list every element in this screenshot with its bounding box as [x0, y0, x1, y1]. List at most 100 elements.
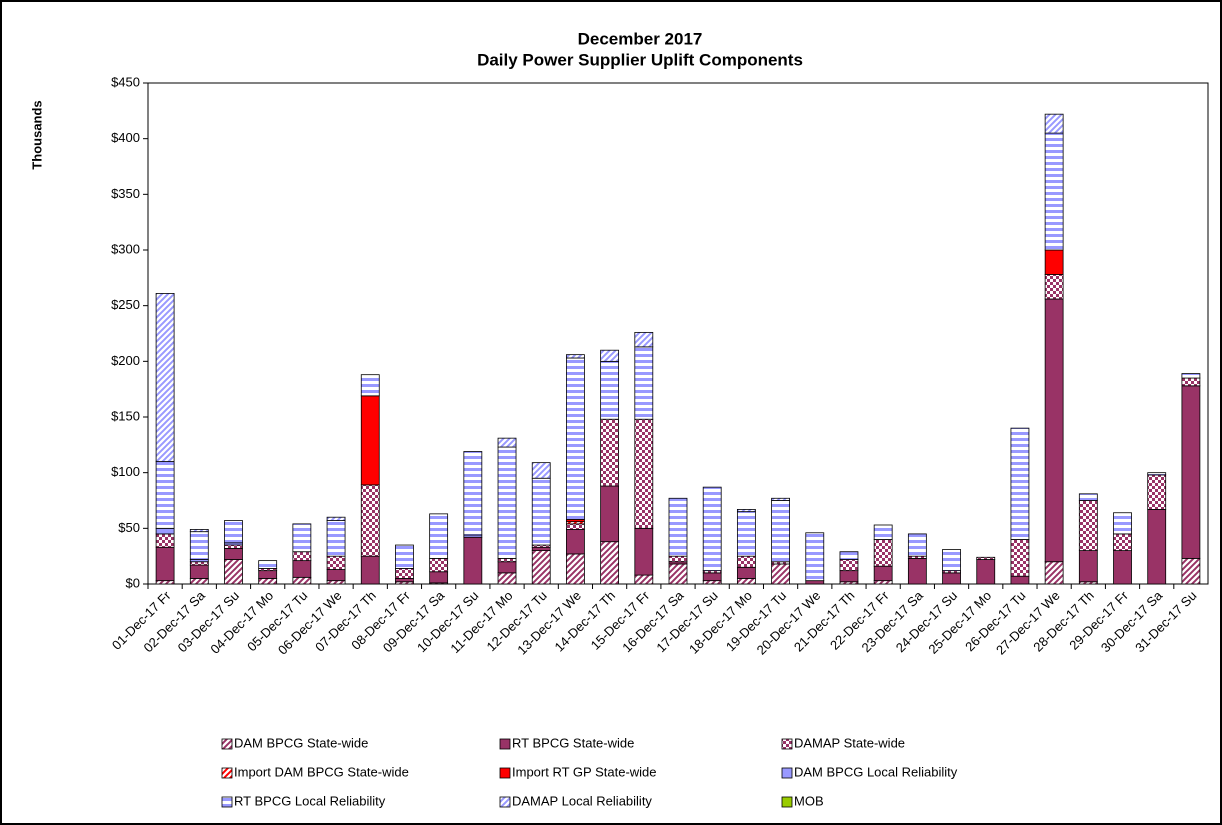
- bar-segment: [1181, 373, 1201, 379]
- bar-segment: [600, 418, 620, 487]
- bar-segment: [429, 513, 449, 559]
- bar-segment: [155, 546, 175, 582]
- bar-segment: [702, 580, 722, 585]
- bar-segment: [839, 559, 859, 572]
- legend-swatch: [499, 796, 511, 808]
- bar-segment: [1113, 550, 1132, 585]
- bar-segment: [224, 547, 243, 560]
- bar-segment: [805, 532, 825, 582]
- bar-segment: [907, 557, 927, 585]
- bar-segment: [566, 523, 585, 530]
- y-tick-label: $350: [111, 186, 140, 201]
- bar-segment: [155, 580, 175, 585]
- bar-segment: [1181, 377, 1201, 387]
- bar-segment: [668, 563, 688, 585]
- bar-segment: [873, 580, 893, 585]
- y-tick-label: $200: [111, 353, 140, 368]
- bar-segment: [600, 349, 620, 362]
- bar-segment: [258, 570, 278, 579]
- bar-segment: [1181, 385, 1201, 559]
- bar-segment: [360, 395, 380, 486]
- legend-label: Import RT GP State-wide: [512, 764, 657, 779]
- bar-segment: [429, 557, 449, 573]
- bar-segment: [736, 509, 756, 513]
- bar-segment: [1113, 512, 1132, 535]
- bar-segment: [224, 559, 243, 585]
- bar-segment: [292, 523, 312, 553]
- bar-segment: [942, 549, 961, 572]
- bar-segment: [1078, 500, 1098, 551]
- bar-segment: [155, 461, 175, 529]
- bar-segment: [600, 541, 620, 585]
- bar-segment: [976, 556, 996, 560]
- bar-segment: [907, 533, 927, 557]
- bar-segment: [258, 578, 278, 585]
- legend-label: DAMAP State-wide: [794, 735, 905, 750]
- bar-segment: [771, 563, 790, 585]
- bar-segment: [326, 580, 346, 585]
- bar-segment: [634, 527, 654, 576]
- bar-segment: [326, 520, 346, 557]
- bar-segment: [189, 529, 209, 533]
- bar-segment: [395, 568, 414, 579]
- bar-segment: [771, 500, 790, 563]
- bar-segment: [600, 360, 620, 420]
- bar-segment: [1147, 474, 1167, 510]
- legend-label: DAM BPCG Local Reliability: [794, 764, 958, 779]
- bar-segment: [497, 446, 517, 559]
- bar-segment: [566, 357, 585, 520]
- bar-segment: [566, 354, 585, 359]
- bar-segment: [839, 551, 859, 560]
- bar-segment: [1113, 533, 1132, 552]
- bar-segment: [1147, 472, 1167, 476]
- bar-segment: [395, 578, 414, 583]
- bar-segment: [360, 484, 380, 557]
- bar-segment: [497, 437, 517, 448]
- chart-title: Daily Power Supplier Uplift Components: [477, 50, 803, 69]
- bar-segment: [463, 451, 483, 536]
- bar-segment: [155, 293, 175, 462]
- bar-segment: [155, 527, 175, 535]
- legend-swatch: [781, 738, 793, 750]
- bar-segment: [634, 331, 654, 348]
- bar-segment: [497, 557, 517, 563]
- y-tick-label: $0: [126, 575, 140, 590]
- y-tick-label: $50: [118, 520, 140, 535]
- bar-segment: [736, 555, 756, 568]
- bar-segment: [1044, 298, 1064, 563]
- legend-label: RT BPCG Local Reliability: [234, 793, 386, 808]
- bar-segment: [1044, 274, 1064, 300]
- bar-segment: [668, 555, 688, 563]
- y-axis-label: Thousands: [29, 100, 44, 169]
- bar-segment: [326, 516, 346, 521]
- bar-segment: [1044, 132, 1064, 251]
- bar-segment: [976, 559, 996, 585]
- bar-segment: [634, 418, 654, 529]
- bar-segment: [292, 551, 312, 562]
- legend-swatch: [781, 767, 793, 779]
- bar-segment: [360, 555, 380, 585]
- legend-swatch: [499, 767, 511, 779]
- bar-segment: [326, 555, 346, 570]
- bar-segment: [873, 524, 893, 540]
- bar-segment: [771, 497, 790, 501]
- bar-segment: [497, 561, 517, 574]
- legend-label: RT BPCG State-wide: [512, 735, 634, 750]
- bar-segment: [292, 560, 312, 578]
- bar-segment: [736, 566, 756, 579]
- bar-segment: [497, 572, 517, 585]
- legend-label: Import DAM BPCG State-wide: [234, 764, 409, 779]
- bar-segment: [634, 574, 654, 585]
- y-tick-label: $450: [111, 74, 140, 89]
- bar-segment: [566, 553, 585, 585]
- bar-segment: [1010, 427, 1030, 540]
- bar-segment: [531, 546, 551, 552]
- bar-segment: [1010, 575, 1030, 585]
- y-tick-label: $250: [111, 297, 140, 312]
- bar-segment: [463, 536, 483, 585]
- bar-segment: [1044, 113, 1064, 134]
- bar-segment: [429, 571, 449, 584]
- legend-label: DAMAP Local Reliability: [512, 793, 652, 808]
- bar-segment: [805, 580, 825, 585]
